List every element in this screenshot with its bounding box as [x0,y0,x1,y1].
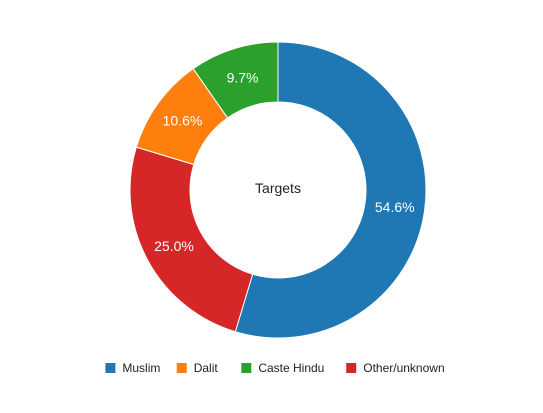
legend-item-dalit[interactable]: Dalit [176,361,219,375]
slice-other-unknown [129,146,254,333]
slice-label-dalit: 10.6% [163,113,203,129]
legend-item-other-unknown[interactable]: Other/unknown [346,361,445,375]
legend-item-caste-hindu[interactable]: Caste Hindu [241,361,324,375]
legend-swatch-dalit [176,363,187,373]
slice-caste-hindu [192,41,279,119]
slice-muslim [234,41,427,339]
donut-slices [129,41,427,339]
legend-label-dalit: Dalit [194,361,219,375]
legend-label-muslim: Muslim [122,361,160,375]
slice-label-other-unknown: 25.0% [154,238,194,254]
legend-item-muslim[interactable]: Muslim [105,361,160,375]
legend-label-other-unknown: Other/unknown [363,361,444,375]
legend: Muslim Dalit Caste Hindu Other/unknown [105,361,445,375]
slice-label-caste-hindu: 9.7% [227,69,259,85]
legend-swatch-caste-hindu [241,363,252,373]
center-label: Targets [255,180,301,196]
legend-label-caste-hindu: Caste Hindu [258,361,324,375]
slice-labels: 54.6% 25.0% 10.6% 9.7% [154,69,414,253]
legend-swatch-muslim [105,363,116,373]
slice-label-muslim: 54.6% [375,199,415,215]
legend-swatch-other-unknown [346,363,357,373]
